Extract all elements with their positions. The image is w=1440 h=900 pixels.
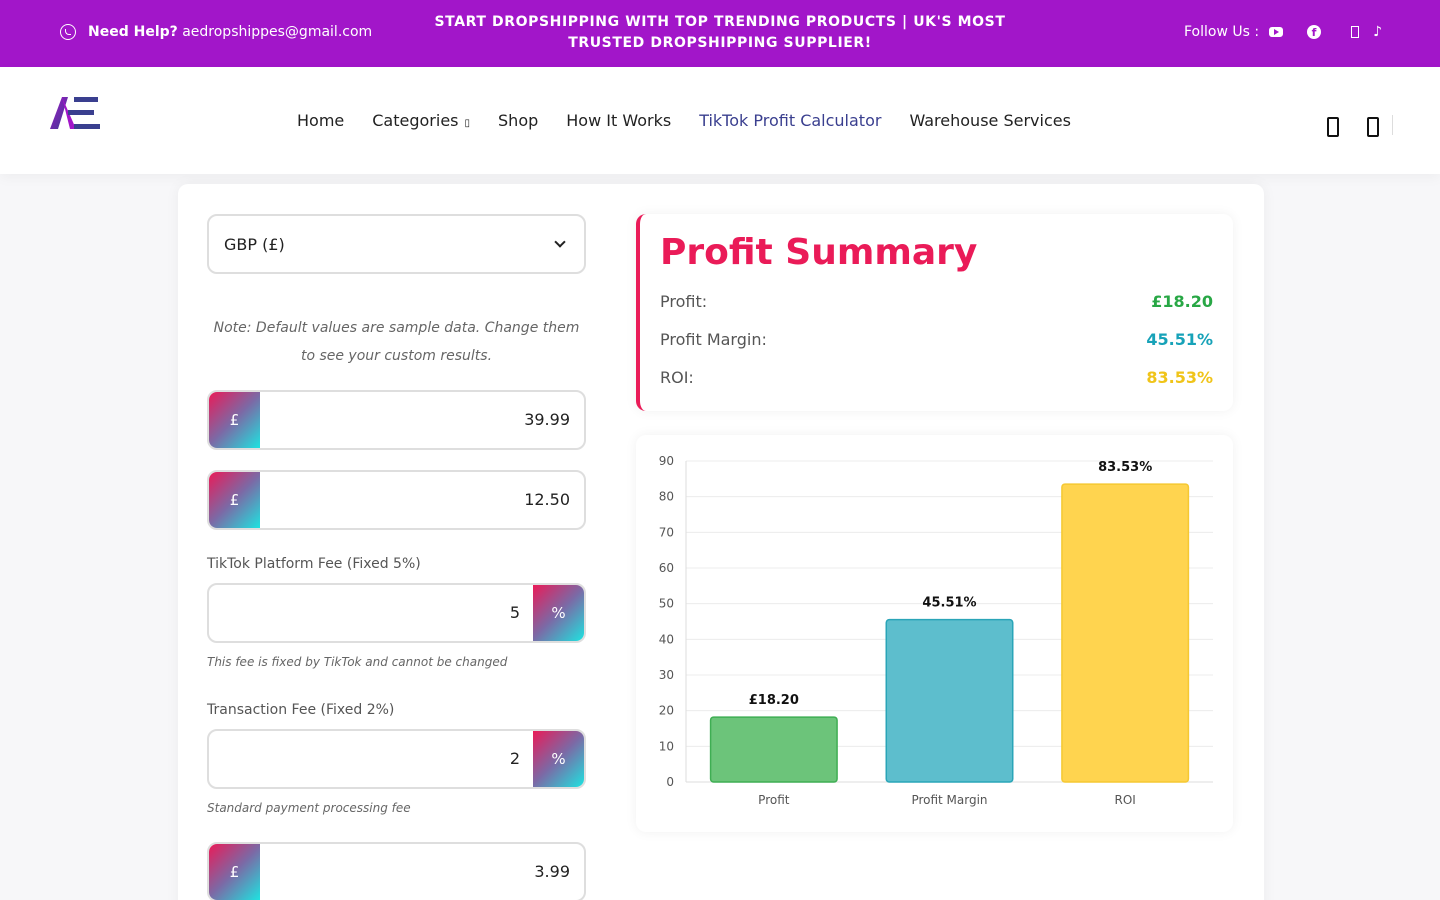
- transaction-fee-input: 2: [509, 749, 520, 768]
- help-email[interactable]: aedropshippes@gmail.com: [182, 24, 373, 40]
- currency-select-value: GBP (£): [224, 235, 285, 254]
- chart-bar: [709, 716, 838, 783]
- social-links: Follow Us : f ♪: [1184, 24, 1382, 40]
- nav-shop[interactable]: Shop: [498, 111, 539, 130]
- y-tick-label: 70: [659, 525, 674, 539]
- profit-summary-title: Profit Summary: [660, 232, 978, 273]
- x-tick-label: Profit Margin: [911, 793, 987, 807]
- chart-bar: [1061, 483, 1190, 783]
- y-tick-label: 60: [659, 561, 674, 575]
- platform-fee-field: 5 %: [207, 583, 586, 643]
- summary-label: ROI:: [660, 368, 694, 387]
- follow-label: Follow Us :: [1184, 24, 1260, 40]
- tiktok-icon[interactable]: ♪: [1373, 24, 1383, 40]
- summary-label: Profit:: [660, 292, 708, 311]
- summary-row-margin: Profit Margin: 45.51%: [660, 330, 1213, 349]
- selling-price-input[interactable]: 39.99: [524, 410, 570, 429]
- nav-warehouse-services[interactable]: Warehouse Services: [909, 111, 1071, 130]
- summary-value-margin: 45.51%: [1146, 330, 1213, 349]
- whatsapp-icon: [60, 24, 76, 40]
- youtube-icon[interactable]: [1269, 27, 1284, 37]
- account-icon[interactable]: [1327, 117, 1339, 137]
- currency-prefix: £: [209, 472, 260, 528]
- y-tick-label: 80: [659, 490, 674, 504]
- bar-data-label: 45.51%: [922, 596, 976, 611]
- shipping-cost-field[interactable]: £ 3.99: [207, 842, 586, 900]
- nav-how-it-works[interactable]: How It Works: [566, 111, 672, 130]
- y-tick-label: 90: [659, 454, 674, 468]
- currency-select[interactable]: GBP (£): [207, 214, 586, 274]
- promo-text: START DROPSHIPPING WITH TOP TRENDING PRO…: [434, 14, 1006, 51]
- percent-suffix: %: [533, 585, 584, 641]
- nav-home[interactable]: Home: [297, 111, 345, 130]
- percent-suffix: %: [533, 731, 584, 787]
- nav-categories-label: Categories: [372, 111, 459, 130]
- product-cost-field[interactable]: £ 12.50: [207, 470, 586, 530]
- summary-value-profit: £18.20: [1151, 292, 1213, 311]
- top-announcement-bar: Need Help? aedropshippes@gmail.com START…: [0, 0, 1440, 67]
- platform-fee-hint: This fee is fixed by TikTok and cannot b…: [207, 655, 508, 669]
- nav-tiktok-profit-calculator[interactable]: TikTok Profit Calculator: [699, 111, 882, 130]
- transaction-fee-field: 2 %: [207, 729, 586, 789]
- bar-data-label: £18.20: [749, 693, 799, 708]
- sample-data-note: Note: Default values are sample data. Ch…: [213, 320, 580, 364]
- y-tick-label: 50: [659, 597, 674, 611]
- x-tick-label: ROI: [1115, 793, 1136, 807]
- y-tick-label: 10: [659, 739, 674, 753]
- summary-label: Profit Margin:: [660, 330, 767, 349]
- facebook-icon[interactable]: f: [1307, 25, 1322, 39]
- profit-chart-panel: 0 10 20 30 40 50 60 70 80 90 £18.20 Profit 45.51% Pro…: [636, 435, 1233, 832]
- shipping-cost-input[interactable]: 3.99: [534, 862, 570, 881]
- chevron-down-icon: ▯: [464, 118, 471, 129]
- transaction-fee-hint: Standard payment processing fee: [207, 801, 411, 815]
- summary-row-roi: ROI: 83.53%: [660, 368, 1213, 387]
- summary-value-roi: 83.53%: [1146, 368, 1213, 387]
- selling-price-field[interactable]: £ 39.99: [207, 390, 586, 450]
- main-nav: Home Categories ▯ Shop How It Works TikTo…: [297, 111, 1071, 130]
- site-logo[interactable]: [48, 93, 102, 133]
- summary-row-profit: Profit: £18.20: [660, 292, 1213, 311]
- chart-bar: [885, 618, 1014, 783]
- box-icon[interactable]: [1351, 26, 1360, 38]
- product-cost-input[interactable]: 12.50: [524, 490, 570, 509]
- y-tick-label: 30: [659, 668, 674, 682]
- profit-summary-panel: Profit Summary Profit: £18.20 Profit Mar…: [636, 214, 1233, 411]
- profit-bar-chart: 0 10 20 30 40 50 60 70 80 90 £18.20 Profit 45.51% Pro…: [659, 454, 1213, 807]
- currency-prefix: £: [209, 844, 260, 900]
- platform-fee-label: TikTok Platform Fee (Fixed 5%): [207, 556, 421, 572]
- y-tick-label: 20: [659, 704, 674, 718]
- help-contact[interactable]: Need Help? aedropshippes@gmail.com: [60, 24, 372, 40]
- platform-fee-input: 5: [509, 603, 520, 622]
- x-tick-label: Profit: [758, 793, 790, 807]
- header-divider: [1392, 115, 1393, 135]
- nav-categories[interactable]: Categories ▯: [372, 111, 470, 130]
- help-label: Need Help?: [88, 24, 178, 40]
- site-header: Home Categories ▯ Shop How It Works TikTo…: [0, 67, 1440, 174]
- y-tick-label: 40: [659, 632, 674, 646]
- transaction-fee-label: Transaction Fee (Fixed 2%): [207, 702, 395, 718]
- bar-data-label: 83.53%: [1098, 460, 1152, 475]
- y-tick-label: 0: [666, 775, 674, 789]
- currency-prefix: £: [209, 392, 260, 448]
- chevron-down-icon: [554, 236, 566, 248]
- cart-icon[interactable]: [1367, 117, 1379, 137]
